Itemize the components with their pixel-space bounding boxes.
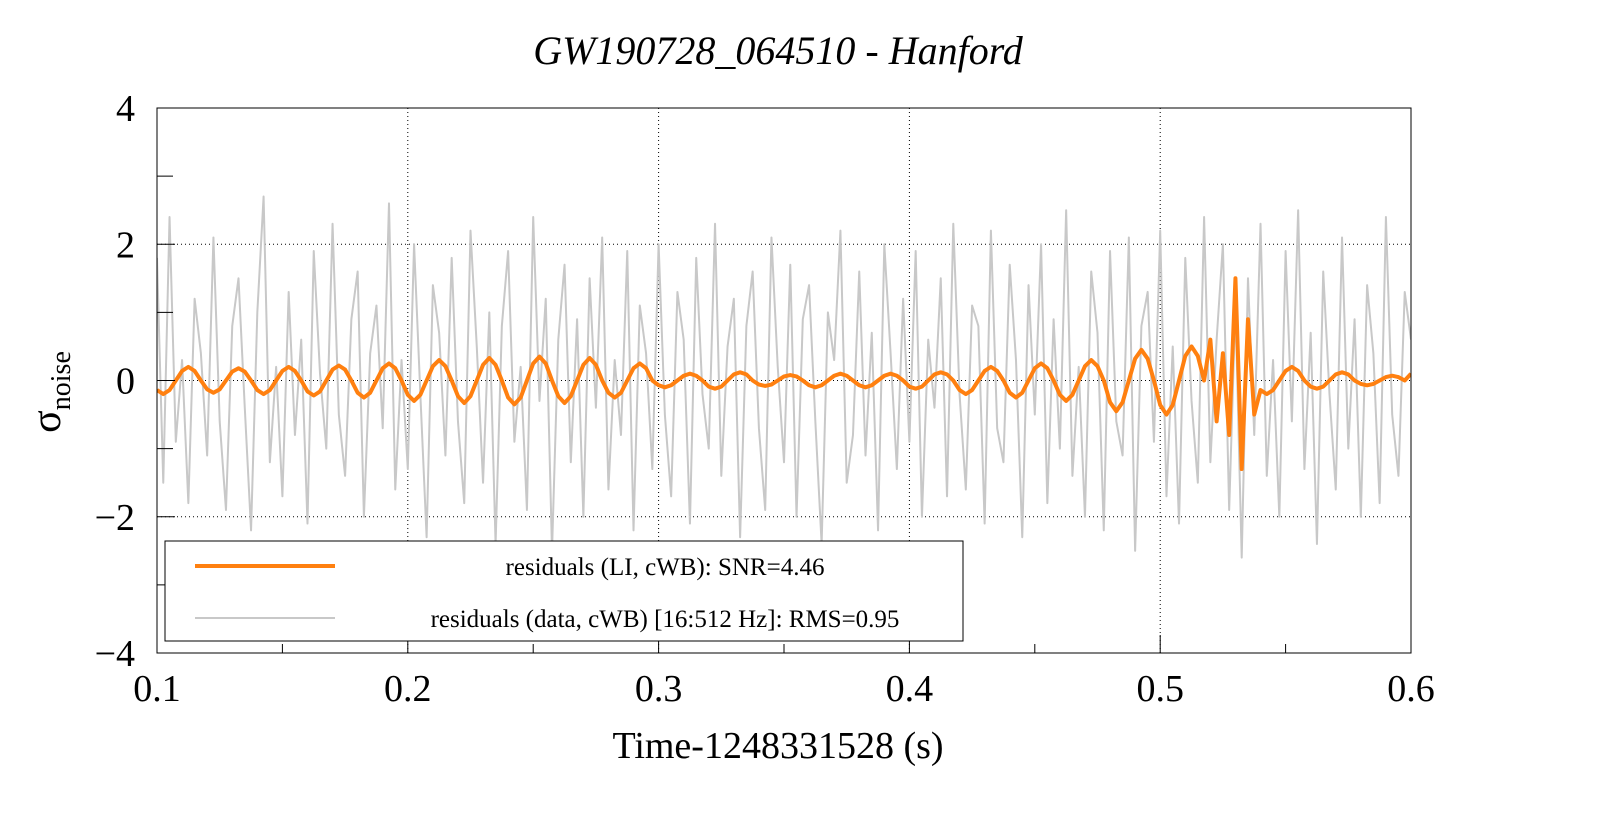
x-tick-label: 0.3 [635, 668, 683, 710]
series-line [157, 276, 1411, 472]
y-label-symbol: σ [24, 410, 70, 433]
y-tick-label: 0 [116, 361, 135, 403]
y-tick-label: −2 [95, 497, 135, 539]
series-line [157, 195, 1411, 559]
y-tick-label: −4 [95, 633, 135, 675]
chart-title: GW190728_064510 - Hanford [533, 28, 1024, 73]
x-tick-label: 0.4 [886, 668, 934, 710]
legend: residuals (LI, cWB): SNR=4.46 residuals (… [164, 540, 964, 642]
legend-box [164, 540, 964, 642]
x-axis-label: Time-1248331528 (s) [612, 725, 943, 767]
x-tick-label: 0.2 [384, 668, 432, 710]
x-tick-label: 0.1 [133, 668, 181, 710]
x-tick-label: 0.6 [1387, 668, 1435, 710]
x-tick-label: 0.5 [1136, 668, 1184, 710]
y-axis-label: σnoise [24, 351, 77, 433]
legend-label: residuals (data, cWB) [16:512 Hz]: RMS=0… [431, 606, 900, 633]
y-tick-label: 4 [116, 88, 135, 130]
y-tick-label: 2 [116, 224, 135, 266]
y-label-subscript: noise [46, 351, 77, 410]
legend-label: residuals (LI, cWB): SNR=4.46 [506, 554, 825, 581]
